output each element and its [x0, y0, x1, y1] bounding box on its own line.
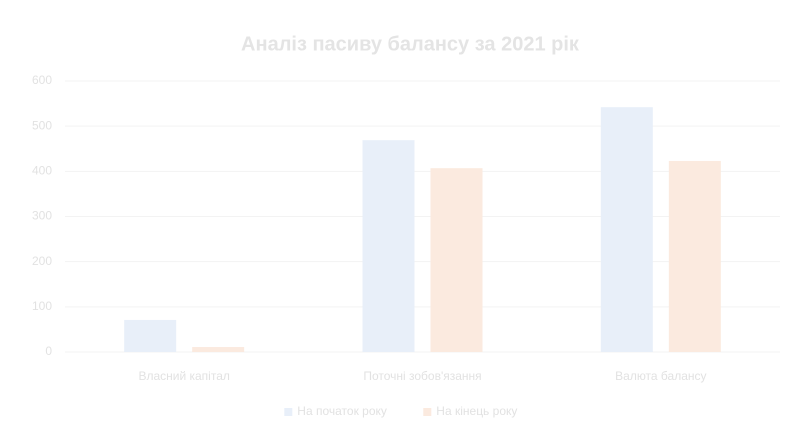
y-tick-label: 200: [32, 254, 52, 268]
x-tick-label: Власний капітал: [138, 369, 229, 383]
legend-label: На початок року: [297, 404, 387, 418]
legend-swatch: [423, 408, 432, 416]
bar: [600, 107, 653, 353]
y-tick-label: 400: [32, 164, 52, 178]
bar: [362, 140, 415, 352]
bar: [668, 160, 721, 352]
y-tick-label: 100: [32, 299, 52, 313]
chart-title: Аналіз пасиву балансу за 2021 рік: [241, 33, 580, 55]
bar: [430, 168, 483, 352]
bar: [192, 347, 245, 352]
x-tick-label: Поточні зобов'язання: [363, 369, 481, 383]
y-tick-label: 600: [32, 73, 52, 87]
y-tick-label: 500: [32, 118, 52, 132]
bar: [124, 319, 177, 352]
x-tick-label: Валюта балансу: [615, 369, 706, 383]
legend-label: На кінець року: [436, 404, 517, 418]
y-tick-label: 300: [32, 209, 52, 223]
legend-swatch: [284, 408, 293, 416]
y-tick-label: 0: [45, 344, 52, 358]
